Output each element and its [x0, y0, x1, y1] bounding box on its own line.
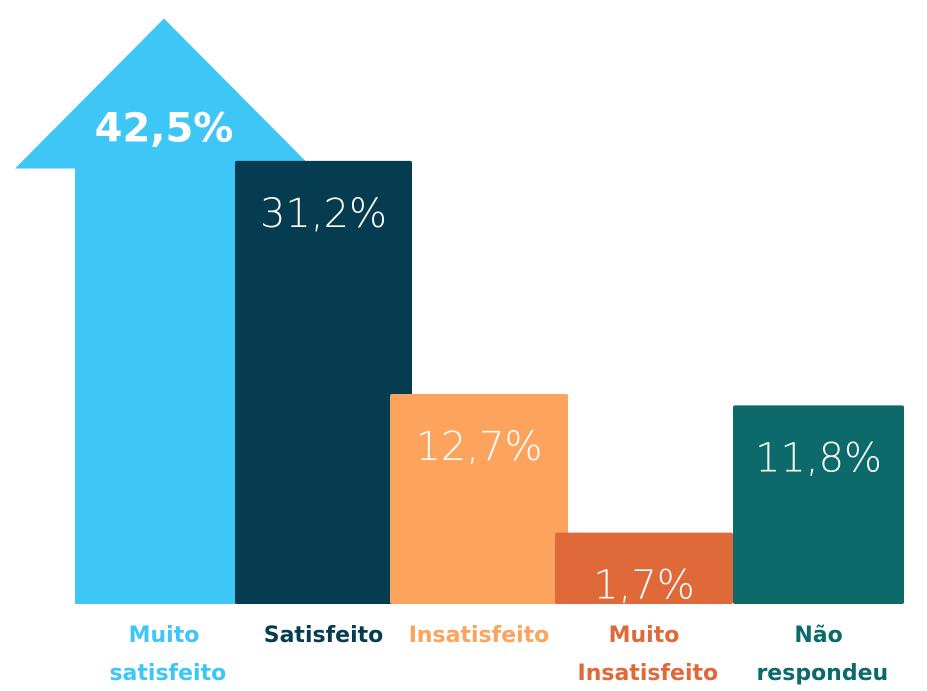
category-label: Insatisfeito: [409, 623, 550, 648]
bar: [555, 532, 733, 604]
bar: [390, 393, 568, 604]
category-label: Satisfeito: [264, 623, 384, 648]
bar: [733, 405, 904, 604]
value-label: 12,7%: [415, 424, 542, 470]
category-label: Muito satisfeito: [102, 623, 226, 686]
value-label: 1,7%: [593, 563, 695, 609]
category-label: Muito Insatisfeito: [570, 623, 718, 686]
category-label: Não respondeu: [749, 623, 888, 686]
bar: [235, 160, 412, 604]
value-label: 42,5%: [95, 106, 234, 152]
value-label: 11,8%: [755, 435, 882, 481]
value-label: 31,2%: [260, 191, 387, 237]
